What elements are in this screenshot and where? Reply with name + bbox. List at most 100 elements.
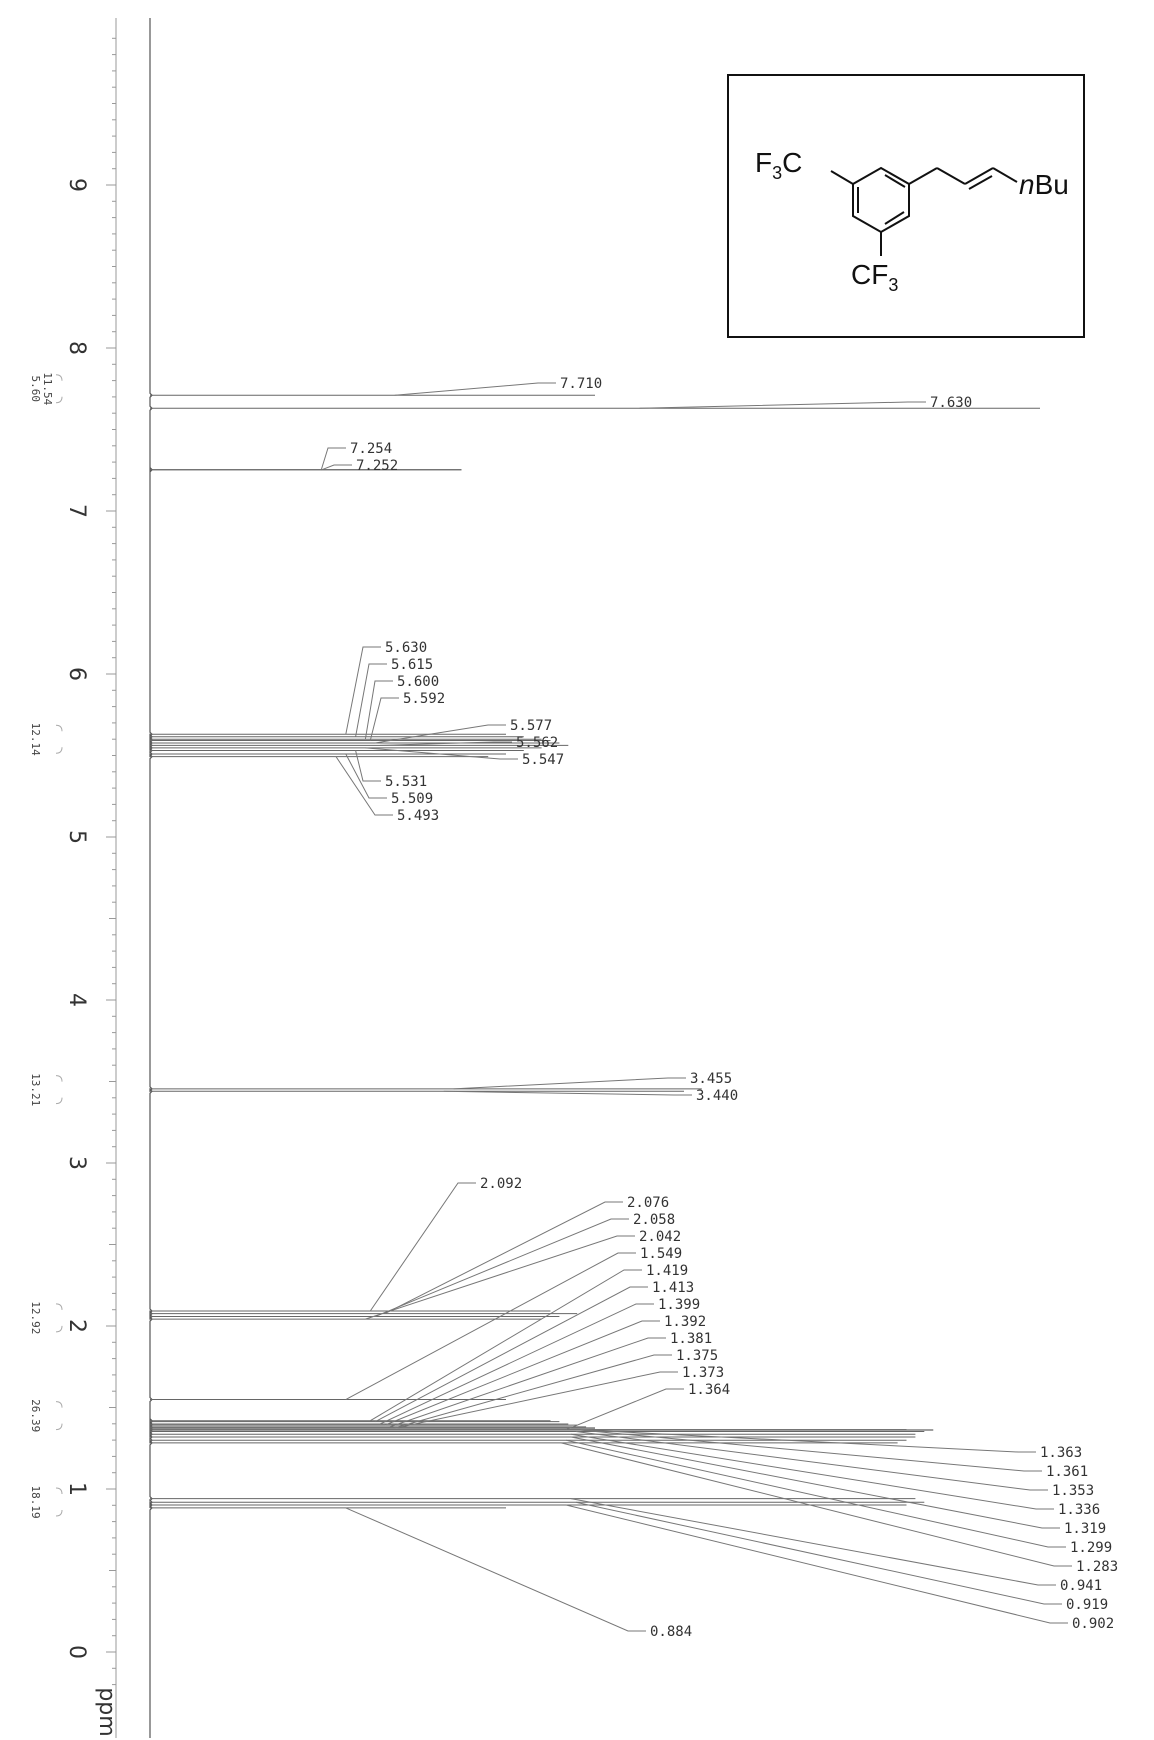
axis-tick-label: 3 bbox=[64, 1156, 89, 1170]
spectrum-baseline bbox=[149, 18, 153, 1738]
peak-leader-line bbox=[453, 1077, 686, 1090]
peak-label: 1.361 bbox=[1046, 1464, 1088, 1480]
peak-label: 1.392 bbox=[664, 1314, 706, 1330]
peak-leader-line bbox=[443, 1090, 692, 1096]
peak-leader-line bbox=[394, 1354, 672, 1429]
peak-label: 1.381 bbox=[670, 1331, 712, 1347]
integral-value: 5.60 bbox=[29, 376, 42, 403]
integral-curve bbox=[55, 1487, 63, 1517]
peak-leader-line bbox=[570, 1436, 1060, 1529]
peak-leader-line bbox=[365, 1235, 635, 1320]
peak-leader-line bbox=[335, 756, 393, 816]
peak-label: 7.252 bbox=[356, 458, 398, 474]
axis-tick-label: 6 bbox=[64, 667, 89, 681]
integral-value: 12.14 bbox=[29, 723, 42, 756]
integral-value: 18.19 bbox=[29, 1485, 42, 1518]
axis-tick-label: 2 bbox=[64, 1319, 89, 1333]
axis-tick-label: 0 bbox=[64, 1645, 89, 1659]
axis-unit-label: ppm bbox=[94, 1687, 119, 1736]
peak-label: 1.364 bbox=[688, 1382, 730, 1398]
peak-label: 1.319 bbox=[1064, 1521, 1106, 1537]
peak-label: 0.902 bbox=[1072, 1616, 1114, 1632]
peak-leader-line bbox=[365, 747, 518, 760]
peak-leader-line bbox=[374, 1218, 629, 1318]
benzene-ring bbox=[830, 166, 1018, 256]
axis-tick-label: 4 bbox=[64, 993, 89, 1007]
integral-curve bbox=[55, 1075, 63, 1105]
peak-label: 1.375 bbox=[676, 1348, 718, 1364]
cf3-left-label: F3C bbox=[755, 147, 802, 183]
integral-value: 13.21 bbox=[29, 1073, 42, 1106]
peak-leader-line bbox=[384, 1320, 660, 1426]
peak-label: 2.058 bbox=[633, 1212, 675, 1228]
peak-label: 1.299 bbox=[1070, 1540, 1112, 1556]
peak-leader-line bbox=[379, 1303, 654, 1425]
integral-value: 11.54 bbox=[41, 372, 54, 405]
peak-label: 5.531 bbox=[385, 774, 427, 790]
peak-leader-line bbox=[565, 1388, 684, 1431]
peak-label: 5.562 bbox=[516, 735, 558, 751]
integral-curve bbox=[55, 1401, 63, 1431]
peak-label: 7.710 bbox=[560, 376, 602, 392]
peak-label: 1.283 bbox=[1076, 1559, 1118, 1575]
peak-leader-line bbox=[565, 1504, 1068, 1624]
peak-leader-line bbox=[565, 1439, 1066, 1548]
peak-label: 5.493 bbox=[397, 808, 439, 824]
peak-leader-line bbox=[639, 401, 926, 409]
peak-label: 0.941 bbox=[1060, 1578, 1102, 1594]
peak-label: 0.884 bbox=[650, 1624, 692, 1640]
integral-curve bbox=[55, 1303, 63, 1333]
peak-label: 1.336 bbox=[1058, 1502, 1100, 1518]
peak-label: 5.600 bbox=[397, 674, 439, 690]
integral-values: 5.60 11.54 12.14 13.21 12.92 26.39 18.19 bbox=[29, 372, 63, 1519]
peak-leader-line bbox=[380, 741, 512, 746]
peak-leader-line bbox=[345, 1252, 636, 1400]
ppm-axis: 0 1 2 3 4 5 6 7 8 9 bbox=[64, 18, 117, 1738]
axis-tick-label: 9 bbox=[64, 178, 89, 192]
peak-leader-line bbox=[321, 464, 352, 471]
peak-leader-line bbox=[580, 1429, 1036, 1453]
peak-label: 5.509 bbox=[391, 791, 433, 807]
spectrum-peaks bbox=[149, 18, 1040, 1738]
axis-tick-label: 8 bbox=[64, 341, 89, 355]
peak-label: 1.399 bbox=[658, 1297, 700, 1313]
peak-leader-line bbox=[355, 750, 381, 782]
peak-leader-line bbox=[374, 1286, 648, 1423]
peak-leader-line bbox=[320, 447, 346, 470]
peak-leader-line bbox=[394, 1371, 678, 1429]
cf3-bottom-label: CF3 bbox=[851, 259, 898, 295]
peak-leader-line bbox=[561, 1442, 1072, 1567]
axis-tick-label: 5 bbox=[64, 830, 89, 844]
peak-label: 7.254 bbox=[350, 441, 392, 457]
peak-label: 5.577 bbox=[510, 718, 552, 734]
peak-label: 3.440 bbox=[696, 1088, 738, 1104]
peak-label: 2.076 bbox=[627, 1195, 669, 1211]
integral-curve bbox=[55, 374, 63, 404]
peak-leader-line bbox=[369, 1182, 476, 1312]
peak-leader-line bbox=[364, 680, 393, 740]
peak-label: 7.630 bbox=[930, 395, 972, 411]
molecule-structure: F3C CF3 nBu bbox=[727, 74, 1085, 338]
peak-label: 1.549 bbox=[640, 1246, 682, 1262]
peak-leader-line bbox=[575, 1501, 1062, 1605]
peak-label: 1.413 bbox=[652, 1280, 694, 1296]
peak-label: 1.353 bbox=[1052, 1483, 1094, 1499]
integral-value: 12.92 bbox=[29, 1301, 42, 1334]
peak-label: 3.455 bbox=[690, 1071, 732, 1087]
peak-leader-line bbox=[394, 382, 556, 396]
peak-label: 5.630 bbox=[385, 640, 427, 656]
peak-label: 5.615 bbox=[391, 657, 433, 673]
peak-label: 1.363 bbox=[1040, 1445, 1082, 1461]
peak-leader-line bbox=[570, 1498, 1056, 1586]
nbu-label: nBu bbox=[1019, 169, 1069, 200]
peak-leader-line bbox=[580, 1429, 1042, 1472]
axis-tick-label: 7 bbox=[64, 504, 89, 518]
peak-label: 5.547 bbox=[522, 752, 564, 768]
peak-leader-line bbox=[384, 1201, 623, 1315]
peak-leader-line bbox=[575, 1430, 1048, 1491]
peak-leader-line bbox=[345, 646, 381, 735]
integral-value: 26.39 bbox=[29, 1399, 42, 1432]
peak-leader-line bbox=[370, 1269, 642, 1422]
peak-leader-line bbox=[369, 697, 399, 741]
